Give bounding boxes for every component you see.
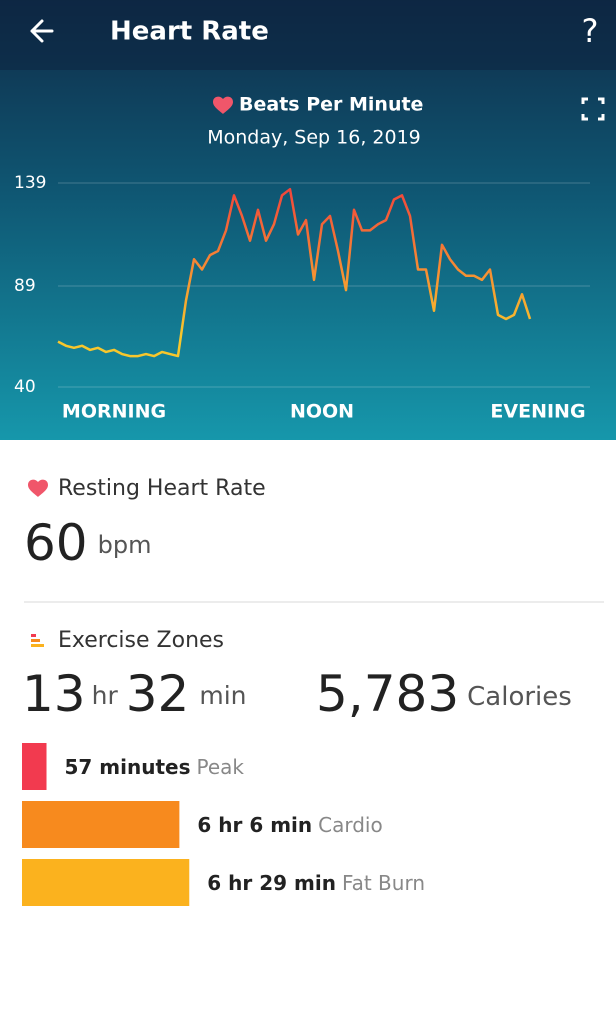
app-bar bbox=[0, 0, 616, 70]
zone-bar bbox=[22, 859, 190, 906]
zone-duration: 6 hr 29 min bbox=[207, 871, 336, 895]
x-tick-label: MORNING bbox=[62, 401, 166, 423]
heart-icon bbox=[213, 96, 233, 114]
minutes-unit: min bbox=[199, 681, 246, 710]
resting-title-text: Resting Heart Rate bbox=[58, 476, 266, 501]
zones-title: Exercise Zones bbox=[58, 628, 224, 653]
zones-calories: 5,783 Calories bbox=[316, 665, 572, 723]
plot: 40 89 139 MORNING NOON EVENING bbox=[14, 173, 590, 423]
zone-label: 6 hr 6 min Cardio bbox=[197, 813, 382, 837]
chart-title: Beats Per Minute bbox=[239, 94, 423, 116]
zone-label: 6 hr 29 min Fat Burn bbox=[207, 871, 425, 895]
y-tick-label: 40 bbox=[14, 377, 36, 397]
zones-icon bbox=[31, 634, 44, 647]
x-tick-label: NOON bbox=[290, 401, 354, 423]
hours-unit: hr bbox=[92, 681, 119, 710]
zone-bar bbox=[22, 743, 47, 790]
fullscreen-button[interactable] bbox=[581, 97, 605, 121]
minutes: 32 bbox=[126, 665, 190, 723]
heart-rate-line bbox=[57, 187, 532, 358]
zone-duration: 6 hr 6 min bbox=[197, 813, 312, 837]
zone-bar bbox=[22, 801, 180, 848]
chart-subtitle: Monday, Sep 16, 2019 bbox=[207, 127, 421, 149]
y-tick-label: 139 bbox=[14, 173, 46, 193]
x-tick-label: EVENING bbox=[490, 401, 585, 423]
zone-duration: 57 minutes bbox=[65, 755, 191, 779]
resting-number: 60 bbox=[24, 514, 88, 572]
resting-title: Resting Heart Rate bbox=[58, 476, 266, 501]
app-title: Heart Rate bbox=[110, 17, 269, 47]
zone-name: Cardio bbox=[318, 813, 383, 837]
hours: 13 bbox=[22, 665, 86, 723]
chart-background bbox=[0, 0, 616, 440]
zone-name: Fat Burn bbox=[342, 871, 425, 895]
calories-unit: Calories bbox=[467, 682, 572, 712]
zones-duration: 13 hr 32 min bbox=[22, 665, 247, 723]
zone-name: Peak bbox=[197, 755, 245, 779]
heart-icon bbox=[28, 479, 48, 497]
back-button[interactable] bbox=[30, 19, 54, 43]
calories: 5,783 bbox=[316, 665, 459, 723]
help-button[interactable]: ? bbox=[582, 12, 599, 50]
resting-value: 60 bpm bbox=[24, 514, 151, 572]
y-tick-label: 89 bbox=[14, 276, 36, 296]
resting-unit: bpm bbox=[98, 531, 152, 559]
zone-bars: 57 minutes Peak 6 hr 6 min Cardio 6 hr 29 mi… bbox=[22, 743, 425, 906]
zone-label: 57 minutes Peak bbox=[65, 755, 245, 779]
